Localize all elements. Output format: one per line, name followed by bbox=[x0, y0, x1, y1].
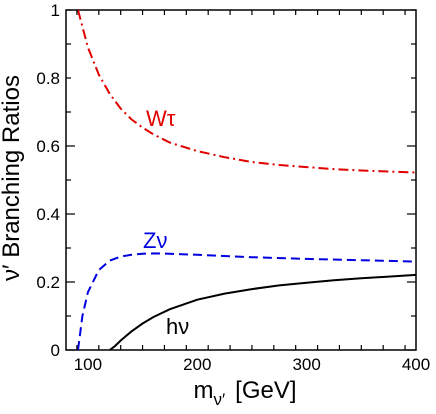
plot-frame bbox=[65, 9, 417, 351]
x-axis-title: mν′ [GeV] bbox=[193, 377, 296, 409]
y-tick-label: 0.4 bbox=[36, 205, 60, 224]
y-tick-label: 0.2 bbox=[36, 273, 60, 292]
series-group bbox=[77, 9, 417, 351]
x-tick-label: 400 bbox=[402, 355, 430, 374]
series-label-znu: Zν bbox=[143, 228, 167, 253]
y-tick-label: 0.8 bbox=[36, 69, 60, 88]
y-tick-label: 1 bbox=[51, 1, 60, 20]
y-tick-label: 0.6 bbox=[36, 137, 60, 156]
series-label-hnu: hν bbox=[166, 314, 189, 339]
series-line-2 bbox=[109, 273, 417, 351]
series-line-0 bbox=[77, 9, 417, 174]
y-tick-label: 0 bbox=[51, 341, 60, 360]
x-tick-label: 200 bbox=[183, 355, 211, 374]
plot-frame-group bbox=[65, 9, 417, 351]
x-axis-title-subscript: ν′ bbox=[213, 390, 225, 409]
ticks-group: 100 200 300 400 0 0.2 0.4 0.6 0.8 1 bbox=[36, 1, 430, 374]
series-label-wtau: Wτ bbox=[146, 106, 176, 131]
x-axis-title-main: m bbox=[193, 377, 213, 404]
x-tick-label: 300 bbox=[292, 355, 320, 374]
x-tick-label: 100 bbox=[74, 355, 102, 374]
x-axis-title-unit: [GeV] bbox=[235, 377, 296, 404]
y-axis-title: ν′ Branching Ratios bbox=[0, 75, 25, 281]
series-line-1 bbox=[77, 252, 417, 351]
